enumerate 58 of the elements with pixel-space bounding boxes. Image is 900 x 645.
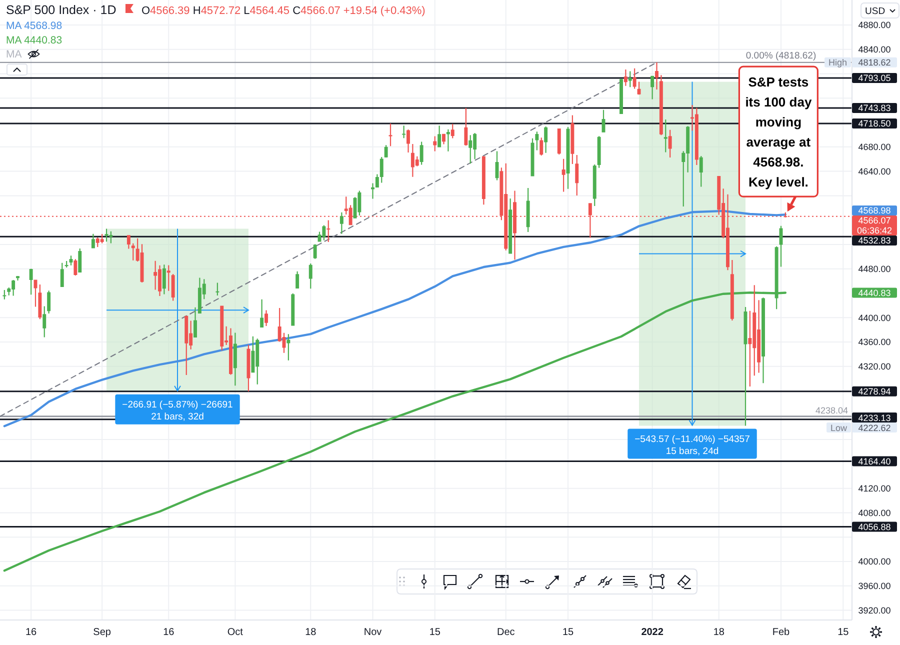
x-tick-label: 15 bbox=[429, 627, 441, 638]
y-tick-label: 3960.00 bbox=[858, 581, 891, 592]
x-tick-label: 18 bbox=[713, 627, 725, 638]
y-tick-label: 4400.00 bbox=[858, 312, 891, 323]
x-tick-label: Oct bbox=[227, 627, 244, 638]
y-tick-label: 4120.00 bbox=[858, 484, 891, 494]
y-tick-label: 4480.00 bbox=[858, 264, 891, 274]
candlestick bbox=[655, 62, 658, 90]
text: MA 4440.83 bbox=[6, 34, 62, 46]
x-tick-label: 16 bbox=[163, 627, 175, 638]
ref-line-label: 4532.83 bbox=[858, 236, 891, 246]
y-tick-label: 4080.00 bbox=[858, 508, 891, 518]
x-tick-label: Dec bbox=[496, 627, 515, 638]
y-tick-label: 3920.00 bbox=[858, 605, 891, 616]
text: 06:36:42 bbox=[856, 226, 892, 236]
text: O4566.39 H4572.72 L4564.45 C4566.07 +19.54 (+0.43%) bbox=[141, 5, 426, 17]
annotation: High bbox=[828, 58, 848, 68]
line-series bbox=[3, 210, 787, 428]
ref-line-label: 4743.83 bbox=[858, 103, 891, 114]
x-tick-label: 15 bbox=[838, 627, 850, 638]
candlestick bbox=[16, 276, 20, 281]
legend-label: MA bbox=[6, 48, 22, 61]
candlestick bbox=[371, 183, 374, 199]
y-axis-title: USD bbox=[865, 6, 886, 17]
y-tick-label: 4840.00 bbox=[858, 44, 891, 55]
x-tick-label: 2022 bbox=[641, 627, 664, 638]
ref-line-label: 4718.50 bbox=[858, 118, 891, 129]
annotation: 0.00% (4818.62) bbox=[746, 50, 816, 62]
y-tick-label: 4568.98 bbox=[858, 206, 891, 216]
x-tick-label: 18 bbox=[305, 627, 317, 638]
band-label: −543.57 (−11.40%) −54357 15 bars, 24d bbox=[634, 434, 750, 457]
y-tick-label: 4320.00 bbox=[858, 362, 891, 372]
x-tick-label: 16 bbox=[26, 627, 38, 638]
ref-line-label: 4056.88 bbox=[858, 522, 891, 532]
y-tick-label: 4880.00 bbox=[858, 20, 891, 30]
x-tick-label: Feb bbox=[772, 627, 790, 638]
y-tick-label: 4000.00 bbox=[858, 556, 891, 567]
x-tick-label: 15 bbox=[562, 627, 574, 638]
annotation: S&P tests its 100 day moving average at 4568.98. Key level. bbox=[745, 74, 812, 190]
band-label: −266.91 (−5.87%) −26691 21 bars, 32d bbox=[122, 399, 233, 422]
y-tick-label: 4360.00 bbox=[858, 337, 891, 348]
x-tick-label: Sep bbox=[93, 627, 112, 638]
ref-line-label: 4793.05 bbox=[858, 73, 891, 84]
chart-title: S&P 500 Index · 1D bbox=[6, 3, 116, 17]
y-tick-label: 4640.00 bbox=[858, 166, 891, 177]
y-tick-label: 4818.62 bbox=[858, 58, 891, 68]
ref-line-label: 4164.40 bbox=[858, 456, 891, 466]
x-tick-label: Nov bbox=[364, 627, 382, 638]
y-tick-label: 4440.83 bbox=[858, 288, 891, 298]
candlestick bbox=[664, 119, 668, 152]
ref-line-label: 4238.04 bbox=[815, 405, 848, 416]
y-tick-label: 4222.62 bbox=[858, 422, 891, 433]
annotation: Low bbox=[830, 422, 848, 433]
text: MA 4568.98 bbox=[6, 20, 62, 32]
ref-line-label: 4566.07 bbox=[858, 216, 891, 226]
ref-line-label: 4278.94 bbox=[858, 386, 891, 397]
ref-line-label: 4233.13 bbox=[858, 412, 891, 423]
y-tick-label: 4680.00 bbox=[858, 142, 891, 152]
